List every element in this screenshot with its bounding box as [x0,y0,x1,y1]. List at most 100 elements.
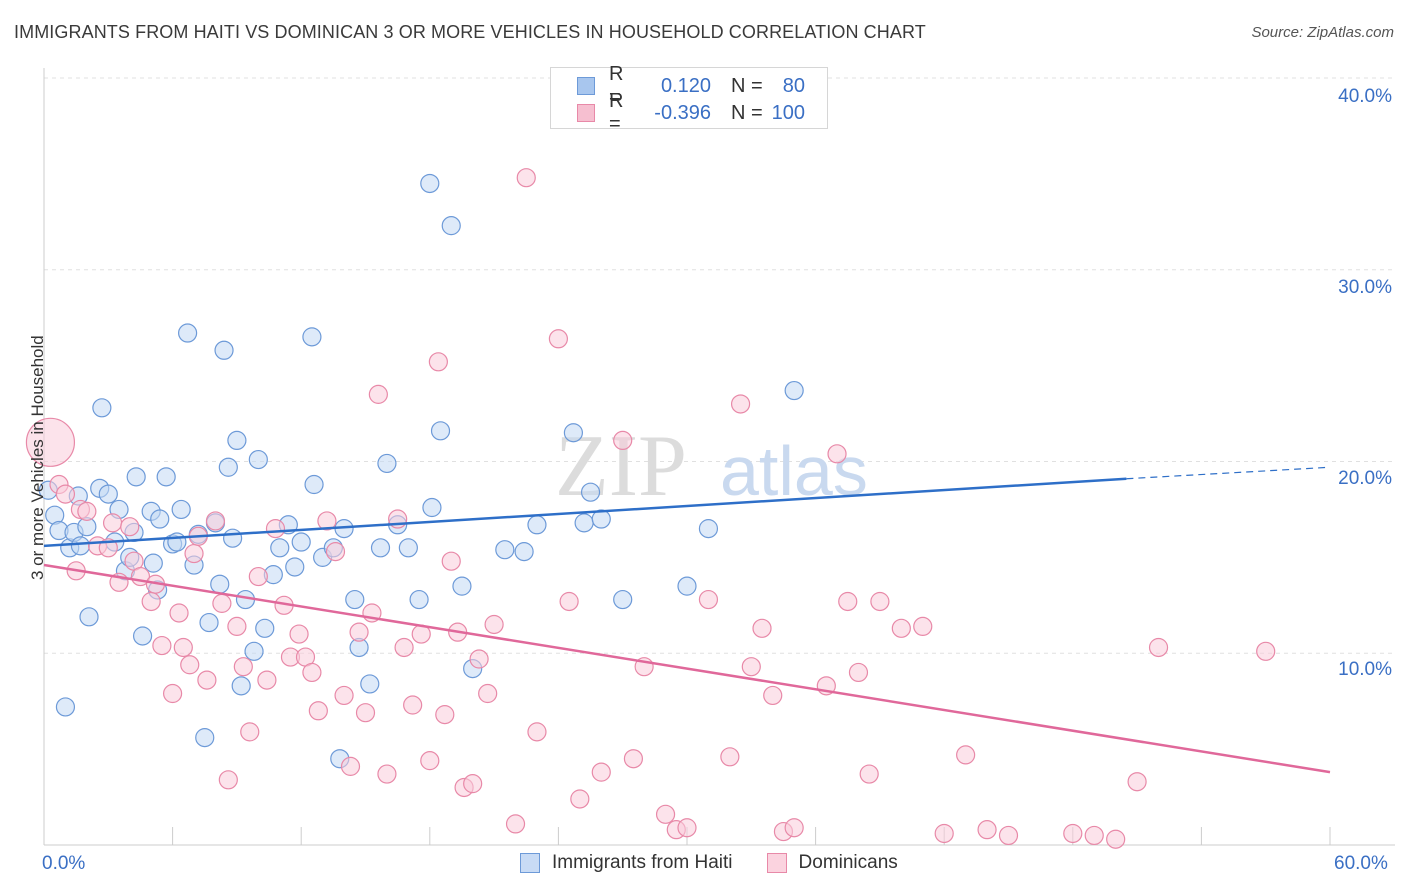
dominicans-point [55,484,76,504]
dominicans-point [25,417,76,467]
haiti-point [420,173,440,194]
haiti-point [591,509,611,529]
haiti-point [698,519,719,539]
dominicans-point [205,511,226,531]
dominicans-point [349,622,369,642]
dominicans-point [169,603,189,623]
dominicans-point [956,745,976,765]
y-tick-label: 20.0% [1338,468,1392,489]
dominicans-point [505,814,526,834]
dominicans-point [428,352,448,372]
haiti-trend-line [43,477,1127,548]
y-tick-label: 40.0% [1338,86,1392,107]
haiti-point [210,574,230,594]
legend-label: Immigrants from Haiti [552,852,733,873]
dominicans-point [730,394,751,414]
watermark: ZIP atlas [555,418,868,515]
dominicans-point [403,695,423,715]
dominicans-point [998,825,1019,846]
haiti-point [370,538,391,558]
dominicans-point [548,329,569,349]
dominicans-point [102,513,123,533]
dominicans-point [435,705,455,725]
dominicans-point [120,517,140,537]
legend-item-dominicans[interactable]: Dominicans [766,852,898,874]
haiti-point [132,626,153,646]
haiti-point [167,532,187,552]
dominicans-point [368,384,388,404]
chart-title: IMMIGRANTS FROM HAITI VS DOMINICAN 3 OR … [14,22,926,42]
grid-lines [44,77,1395,654]
haiti-point [345,589,365,610]
haiti-point [441,216,461,236]
dominicans-point [591,762,611,782]
dominicans-point [1256,641,1276,661]
dominicans-point [355,703,376,723]
legend-item-haiti[interactable]: Immigrants from Haiti [520,852,733,874]
haiti-point [514,542,534,562]
haiti-point [143,553,163,573]
haiti-point [398,538,418,558]
dominicans-point [469,649,489,669]
haiti-point [218,457,238,477]
haiti-swatch [520,853,540,873]
n-value: 80 [782,74,805,97]
dominicans-point [848,662,869,683]
dominicans-point [420,751,440,771]
haiti-point [613,589,633,610]
dominicans-point [240,722,260,742]
haiti-point [677,576,697,596]
dominicans-point [741,657,761,677]
dominicans-point [1106,829,1126,849]
dominicans-point [163,683,183,704]
haiti-point [784,380,804,401]
dominicans-point [77,501,97,521]
dominicans-point [623,749,644,769]
haiti-point [574,513,594,533]
dominicans-point [233,657,253,677]
dominicans-point [334,685,354,706]
dominicans-point [325,542,346,562]
dominicans-point [827,444,847,464]
haiti-point [495,540,515,560]
dominicans-point [180,655,200,675]
dominicans-point [838,591,858,612]
dominicans-point [763,685,783,706]
dominicans-point [308,701,328,721]
dominicans-point [484,614,504,635]
haiti-point [527,515,547,535]
dominicans-point [977,820,997,840]
dominicans-point [394,637,414,658]
dominicans-point [317,511,337,531]
n-label: N = [731,101,763,124]
dominicans-point [197,670,217,690]
dominicans-point [248,566,268,587]
dominicans-point [1084,825,1104,846]
haiti-point [302,327,322,347]
haiti-point [248,449,268,470]
haiti-point [244,641,264,661]
dominicans-point [441,551,461,571]
dominicans-point [859,764,879,784]
series-legend: Immigrants from Haiti Dominicans [520,852,932,874]
dominicans-point [184,543,204,564]
n-label: N = [731,74,763,97]
x-tick-label: 60.0% [1334,853,1388,874]
dominicans-point [265,519,286,539]
dominicans-point [516,168,536,188]
dominicans-point [227,616,247,637]
dominicans-point [527,722,547,742]
haiti-point [70,536,91,556]
haiti-point [452,576,472,596]
haiti-point [360,674,380,694]
stats-row-dominicans: R = -0.396 N = 100 [577,90,805,135]
haiti-point [156,467,176,487]
dominicans-point [302,662,322,683]
dominicans-point [377,764,397,784]
dominicans-point [218,770,238,790]
trend-lines [43,466,1331,774]
haiti-point [409,589,429,610]
haiti-point [98,484,118,504]
haiti-point [430,421,451,441]
y-tick-label: 30.0% [1338,277,1392,298]
